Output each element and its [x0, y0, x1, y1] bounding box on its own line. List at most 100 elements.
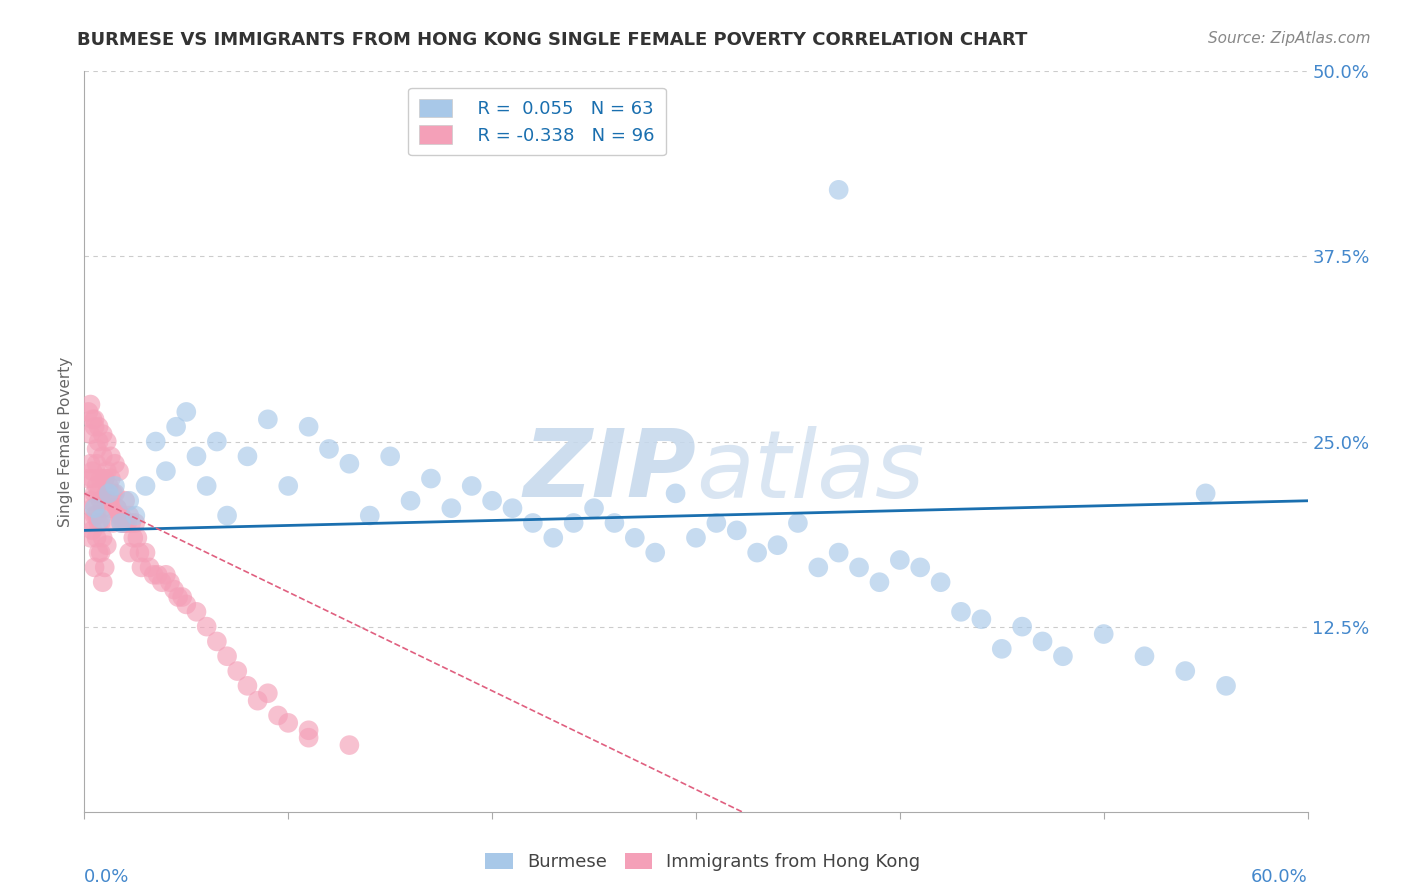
Text: ZIP: ZIP: [523, 425, 696, 517]
Point: [128, 546, 150, 560]
Point: [236, 450, 259, 464]
Point: [236, 679, 259, 693]
Point: [86, 457, 108, 471]
Point: [83, 412, 105, 426]
Point: [83, 501, 105, 516]
Point: [104, 479, 127, 493]
Point: [101, 486, 124, 500]
Point: [112, 516, 135, 530]
Point: [339, 738, 361, 752]
Point: [82, 524, 104, 538]
Point: [82, 412, 104, 426]
Point: [257, 412, 280, 426]
Point: [124, 516, 146, 530]
Point: [105, 501, 128, 516]
Point: [93, 471, 115, 485]
Text: 60.0%: 60.0%: [1251, 868, 1308, 886]
Point: [1195, 486, 1218, 500]
Point: [91, 575, 114, 590]
Point: [217, 508, 239, 523]
Point: [104, 457, 127, 471]
Point: [828, 183, 851, 197]
Point: [155, 567, 177, 582]
Point: [91, 531, 114, 545]
Point: [205, 434, 228, 449]
Point: [217, 649, 239, 664]
Point: [83, 508, 105, 523]
Point: [110, 508, 132, 523]
Point: [174, 405, 197, 419]
Point: [118, 508, 141, 523]
Point: [869, 575, 891, 590]
Point: [787, 516, 810, 530]
Point: [77, 516, 100, 530]
Point: [105, 501, 128, 516]
Point: [91, 501, 114, 516]
Point: [277, 715, 299, 730]
Point: [110, 508, 132, 523]
Point: [90, 511, 112, 525]
Point: [146, 567, 169, 582]
Point: [155, 464, 177, 478]
Point: [165, 419, 187, 434]
Point: [79, 493, 101, 508]
Point: [910, 560, 932, 574]
Point: [138, 560, 160, 574]
Point: [82, 471, 104, 485]
Point: [93, 560, 115, 574]
Point: [747, 546, 769, 560]
Point: [172, 590, 194, 604]
Point: [929, 575, 952, 590]
Text: Source: ZipAtlas.com: Source: ZipAtlas.com: [1208, 31, 1371, 46]
Point: [110, 516, 132, 530]
Point: [226, 664, 249, 678]
Text: BURMESE VS IMMIGRANTS FROM HONG KONG SINGLE FEMALE POVERTY CORRELATION CHART: BURMESE VS IMMIGRANTS FROM HONG KONG SIN…: [77, 31, 1028, 49]
Text: 0.0%: 0.0%: [84, 868, 129, 886]
Point: [522, 516, 544, 530]
Point: [725, 524, 748, 538]
Point: [145, 434, 167, 449]
Point: [1092, 627, 1115, 641]
Point: [91, 450, 114, 464]
Point: [1174, 664, 1197, 678]
Point: [127, 531, 149, 545]
Point: [77, 471, 100, 485]
Point: [991, 641, 1014, 656]
Point: [440, 501, 463, 516]
Point: [96, 464, 118, 478]
Point: [79, 531, 101, 545]
Point: [205, 634, 228, 648]
Point: [339, 457, 361, 471]
Point: [90, 546, 112, 560]
Point: [257, 686, 280, 700]
Point: [298, 731, 321, 745]
Point: [644, 546, 666, 560]
Point: [163, 582, 186, 597]
Point: [114, 493, 136, 508]
Point: [1052, 649, 1074, 664]
Point: [665, 486, 688, 500]
Point: [277, 479, 299, 493]
Point: [359, 508, 381, 523]
Legend: Burmese, Immigrants from Hong Kong: Burmese, Immigrants from Hong Kong: [478, 846, 928, 879]
Legend:   R =  0.055   N = 63,   R = -0.338   N = 96: R = 0.055 N = 63, R = -0.338 N = 96: [408, 87, 665, 155]
Point: [420, 471, 443, 485]
Point: [889, 553, 911, 567]
Point: [706, 516, 728, 530]
Point: [267, 708, 290, 723]
Point: [970, 612, 993, 626]
Point: [828, 546, 851, 560]
Point: [101, 516, 124, 530]
Point: [115, 516, 138, 530]
Point: [100, 471, 122, 485]
Point: [1215, 679, 1237, 693]
Point: [461, 479, 484, 493]
Point: [90, 493, 112, 508]
Point: [82, 464, 104, 478]
Text: atlas: atlas: [696, 425, 924, 516]
Point: [114, 516, 136, 530]
Point: [159, 575, 181, 590]
Point: [108, 464, 131, 478]
Y-axis label: Single Female Poverty: Single Female Poverty: [58, 357, 73, 526]
Point: [167, 590, 190, 604]
